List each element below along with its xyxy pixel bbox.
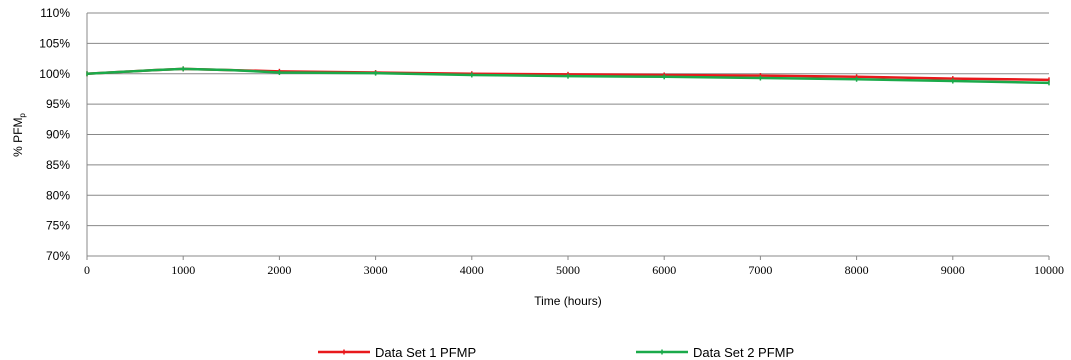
gridlines <box>86 12 1049 257</box>
legend: Data Set 1 PFMP Data Set 2 PFMP <box>318 345 794 360</box>
y-tick-label: 70% <box>46 249 70 263</box>
y-tick-label: 80% <box>46 188 70 202</box>
y-tick-label: 85% <box>46 158 70 172</box>
x-tick-label: 0 <box>84 263 90 277</box>
x-tick-label: 2000 <box>267 263 291 277</box>
x-tick-labels: 0 1000 2000 3000 4000 5000 6000 7000 8000 9000 100… <box>84 256 1064 277</box>
y-tick-label: 95% <box>46 97 70 111</box>
x-tick-label: 9000 <box>941 263 965 277</box>
x-axis-label: Time (hours) <box>534 294 602 308</box>
x-tick-label: 7000 <box>748 263 772 277</box>
y-tick-labels: 70% 75% 80% 85% 90% 95% 100% 105% 110% <box>39 6 70 263</box>
x-tick-label: 3000 <box>364 263 388 277</box>
x-tick-label: 10000 <box>1034 263 1064 277</box>
legend-label-2: Data Set 2 PFMP <box>693 345 794 360</box>
y-tick-label: 105% <box>39 36 70 50</box>
x-tick-label: 8000 <box>845 263 869 277</box>
y-tick-label: 100% <box>39 67 70 81</box>
legend-label-1: Data Set 1 PFMP <box>375 345 476 360</box>
x-tick-label: 4000 <box>460 263 484 277</box>
y-tick-label: 90% <box>46 128 70 142</box>
series-lines <box>86 66 1050 86</box>
x-tick-label: 6000 <box>652 263 676 277</box>
y-tick-label: 75% <box>46 219 70 233</box>
x-tick-label: 5000 <box>556 263 580 277</box>
y-axis-label: % PFMp <box>11 113 27 157</box>
x-tick-label: 1000 <box>171 263 195 277</box>
y-tick-label: 110% <box>40 6 70 20</box>
